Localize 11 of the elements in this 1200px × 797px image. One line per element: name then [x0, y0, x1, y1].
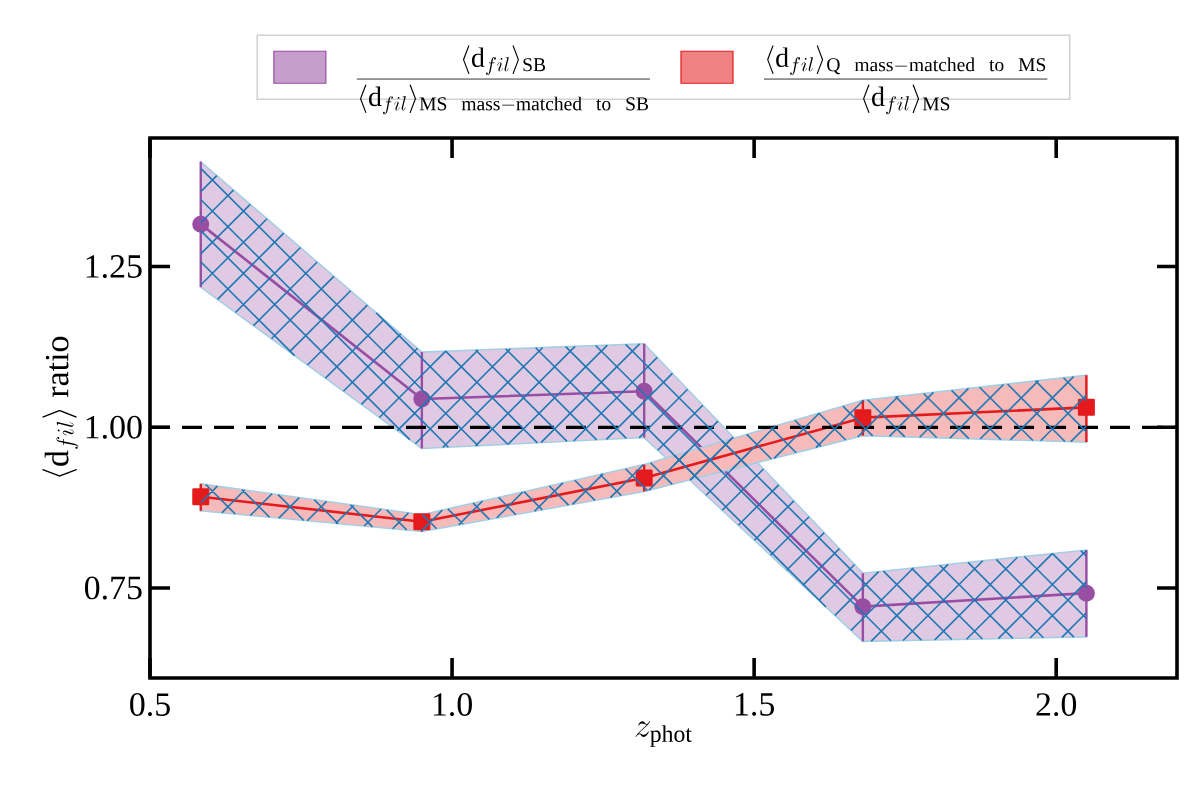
x-axis-title: $z_{\mathrm{phot}}$ — [635, 721, 692, 747]
y-tick-label: 1.00 — [86, 415, 142, 439]
x-tick-label: 1.5 — [735, 693, 774, 716]
y-tick-label: 1.25 — [86, 255, 142, 279]
legend-label: $\frac{\langle \mathrm{d}_{fil}\rangle_{\mathrm{SB}}}{\langle \mathrm{d}_{fil}\rangle_{\mathrm{MS\ \ mass-matched\ \ to\ \ SB}}}$ — [356, 45, 651, 115]
legend-label: $\frac{\langle \mathrm{d}_{fil}\rangle_{\mathrm{Q\ \ mass-matched\ \ to\ \ MS}}}{\langle \mathrm{d}_{fil}\rangle_{\mathrm{MS}}}$ — [763, 45, 1048, 115]
y-axis-title: $\langle \mathrm{d}_{fil} \rangle\ \mathrm{ratio}$ — [42, 336, 79, 477]
x-tick-label: 0.5 — [130, 693, 170, 717]
x-tick-label: 1.0 — [433, 693, 472, 717]
y-tick-label: 0.75 — [84, 576, 142, 600]
x-tick-label: 2.0 — [1036, 693, 1077, 717]
